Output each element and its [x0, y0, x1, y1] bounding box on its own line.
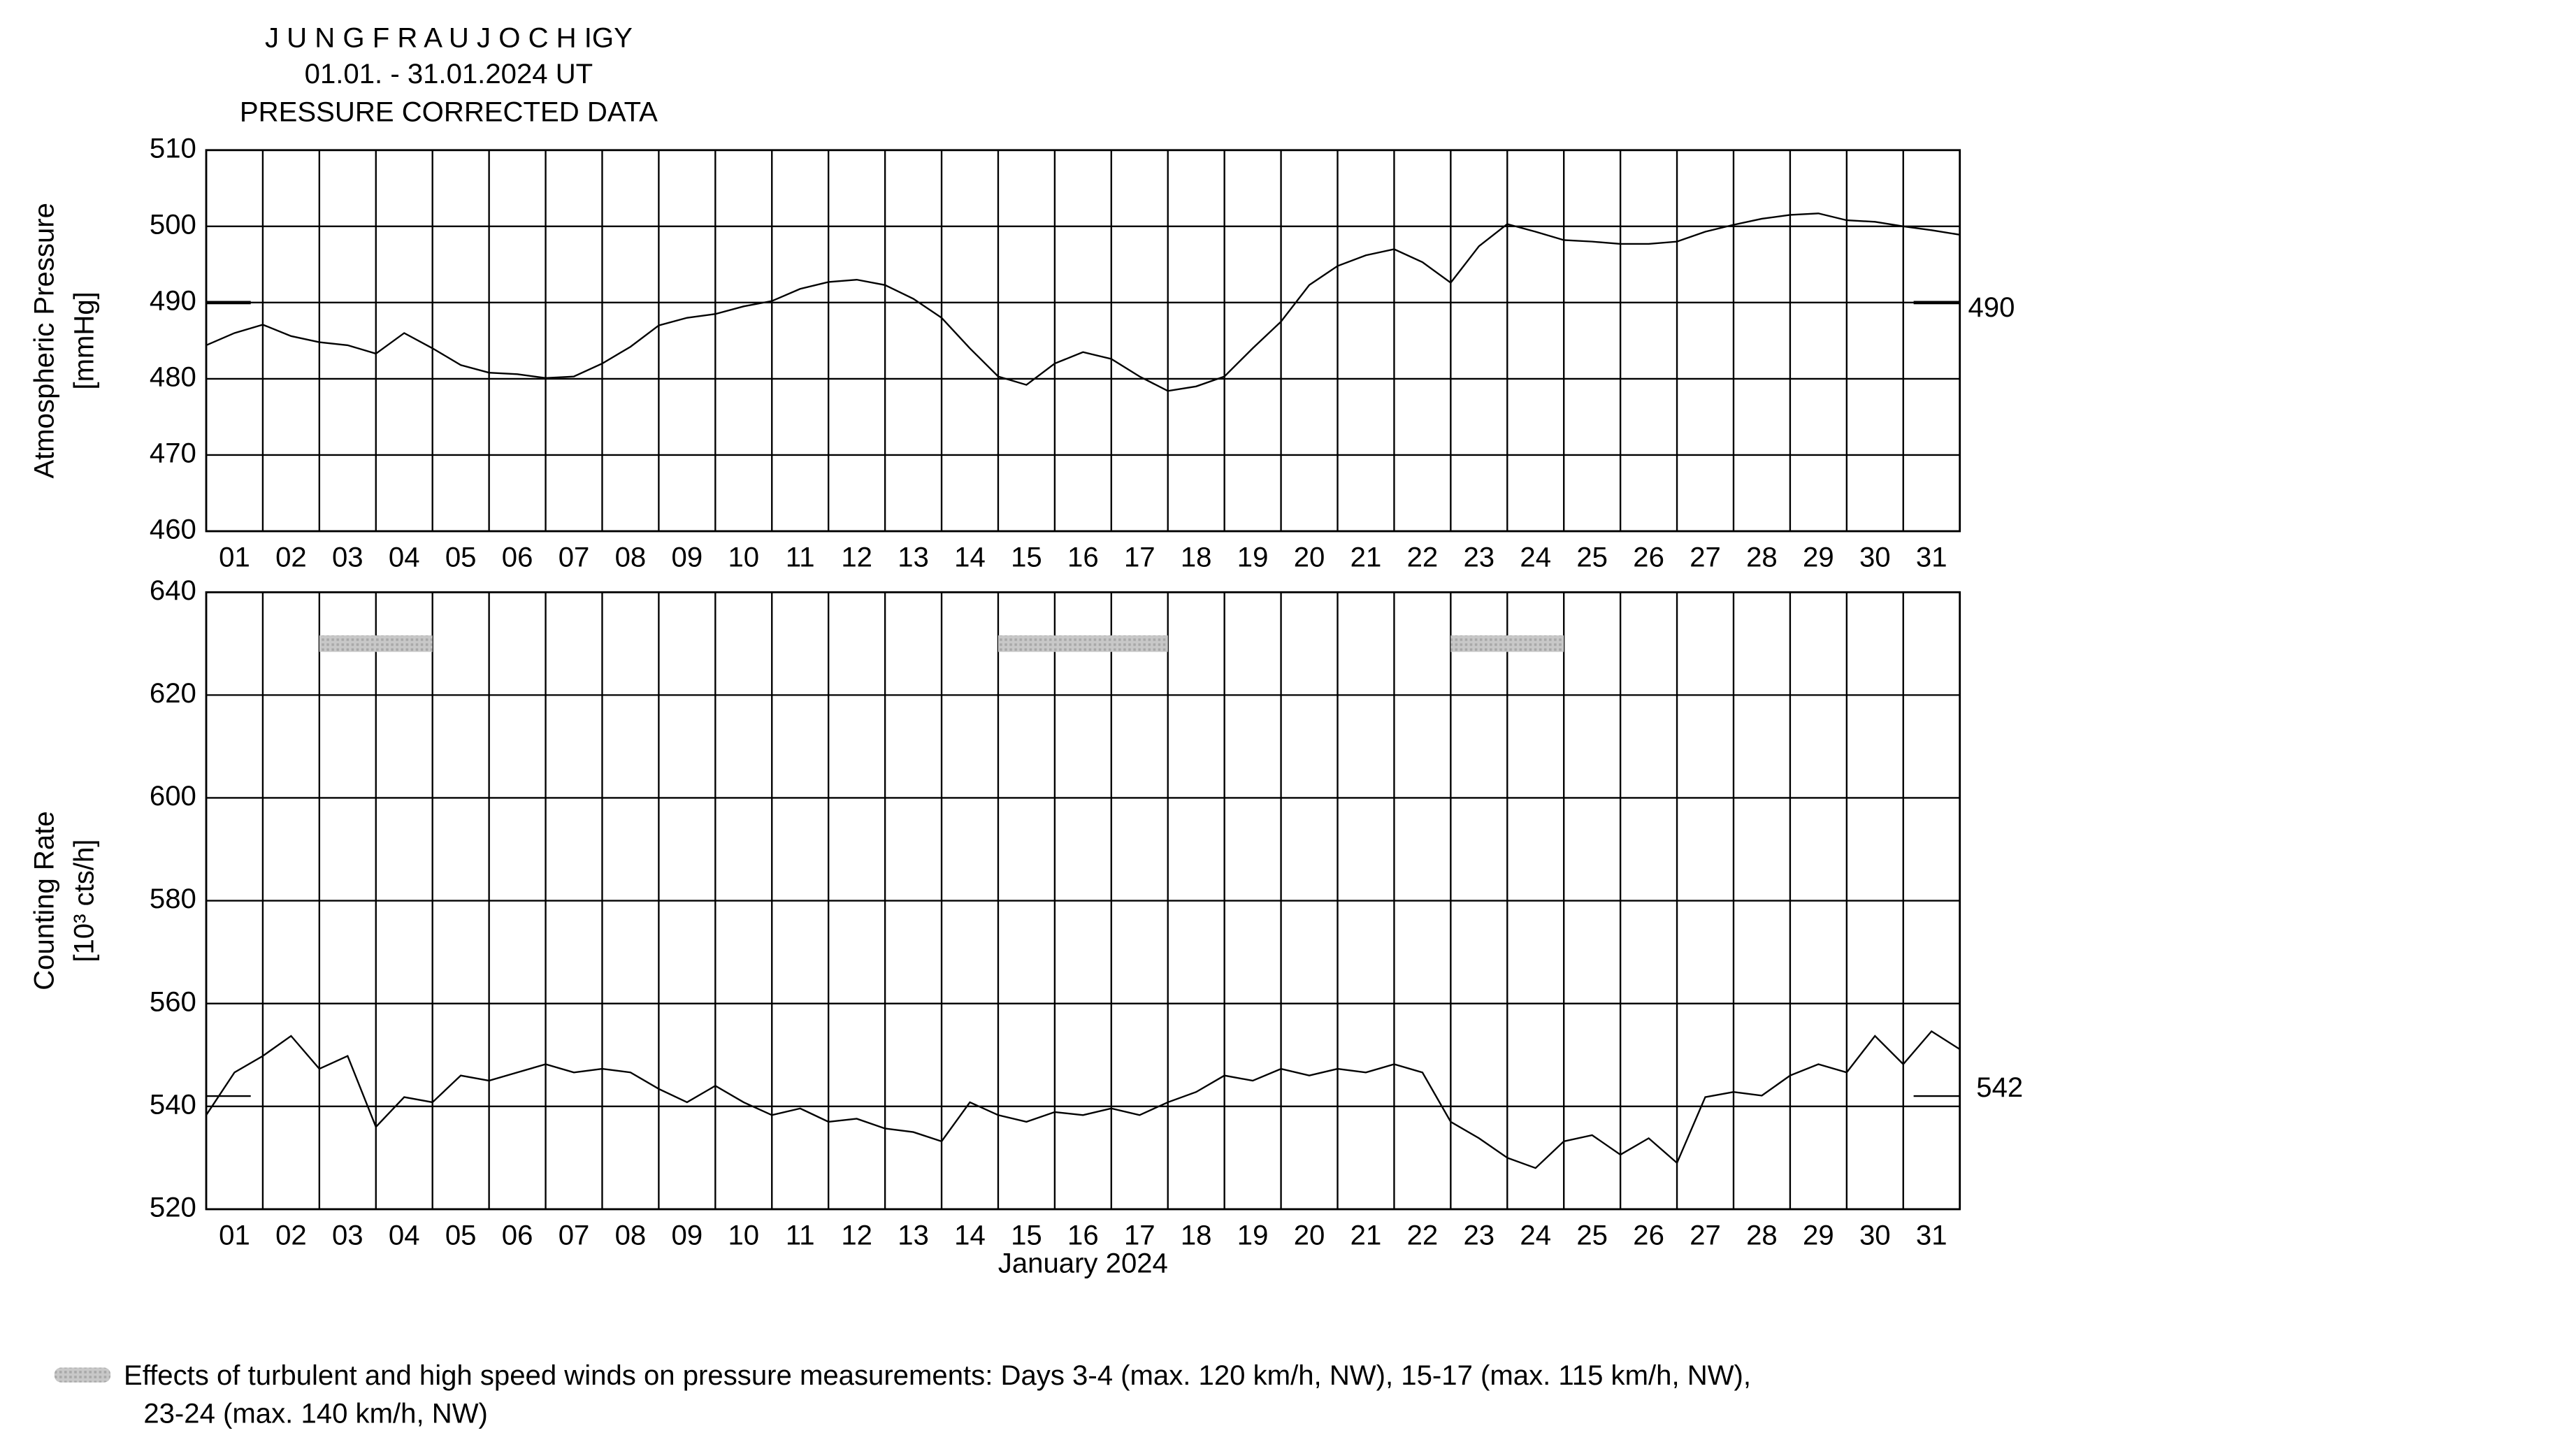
x-tick-label: 24 [1520, 1220, 1551, 1251]
wind-band [319, 635, 433, 652]
x-tick-label: 19 [1237, 542, 1269, 573]
y-tick-label: 480 [150, 361, 196, 392]
x-tick-label: 09 [672, 1220, 703, 1251]
wind-band [1450, 635, 1564, 652]
x-tick-label: 02 [275, 1220, 307, 1251]
y-axis-label: Counting Rate [29, 811, 60, 990]
y-tick-label: 620 [150, 677, 196, 709]
subtitle: PRESSURE CORRECTED DATA [240, 96, 658, 127]
x-tick-label: 15 [1011, 542, 1042, 573]
x-tick-label: 21 [1350, 542, 1382, 573]
x-tick-label: 22 [1407, 542, 1439, 573]
y-tick-label: 640 [150, 575, 196, 606]
x-tick-label: 20 [1294, 1220, 1325, 1251]
x-tick-label: 23 [1464, 1220, 1495, 1251]
x-tick-label: 26 [1633, 542, 1664, 573]
x-tick-label: 08 [615, 1220, 647, 1251]
x-tick-label: 30 [1859, 1220, 1891, 1251]
x-tick-label: 12 [841, 542, 872, 573]
y-tick-label: 540 [150, 1088, 196, 1120]
y-axis-label: [mmHg] [68, 291, 99, 389]
wind-band [997, 635, 1168, 652]
x-tick-label: 31 [1916, 542, 1947, 573]
x-tick-label: 22 [1407, 1220, 1439, 1251]
y-tick-label: 460 [150, 514, 196, 545]
x-tick-label: 25 [1576, 1220, 1608, 1251]
x-tick-label: 08 [615, 542, 647, 573]
title: J U N G F R A U J O C H IGY [265, 22, 633, 53]
x-tick-label: 16 [1067, 542, 1099, 573]
y-tick-label: 600 [150, 780, 196, 812]
x-tick-label: 01 [219, 542, 250, 573]
x-tick-label: 16 [1067, 1220, 1099, 1251]
y-axis-label: [10³ cts/h] [68, 839, 99, 963]
x-tick-label: 29 [1803, 542, 1834, 573]
x-tick-label: 23 [1464, 542, 1495, 573]
data-line [206, 212, 1960, 392]
x-tick-label: 25 [1576, 542, 1608, 573]
x-tick-label: 26 [1633, 1220, 1664, 1251]
x-tick-label: 13 [898, 1220, 929, 1251]
x-tick-label: 03 [332, 1220, 363, 1251]
y-tick-label: 510 [150, 132, 196, 164]
x-tick-label: 29 [1803, 1220, 1834, 1251]
note: Effects of turbulent and high speed wind… [124, 1360, 1751, 1391]
x-tick-label: 18 [1181, 1220, 1212, 1251]
x-tick-label: 06 [502, 1220, 533, 1251]
x-tick-label: 11 [786, 542, 815, 573]
x-tick-label: 20 [1294, 542, 1325, 573]
y-axis-label: Atmospheric Pressure [29, 203, 60, 479]
x-tick-label: 17 [1124, 1220, 1155, 1251]
note: 23-24 (max. 140 km/h, NW) [143, 1398, 488, 1429]
x-axis-label: January 2024 [998, 1248, 1168, 1279]
x-tick-label: 28 [1746, 1220, 1778, 1251]
y-tick-label: 490 [150, 284, 196, 316]
y-tick-label: 520 [150, 1192, 196, 1223]
x-tick-label: 01 [219, 1220, 250, 1251]
x-tick-label: 02 [275, 542, 307, 573]
reference-label: 490 [1968, 291, 2015, 323]
x-tick-label: 14 [954, 542, 986, 573]
x-tick-label: 10 [728, 1220, 759, 1251]
data-line [206, 1030, 1961, 1169]
y-tick-label: 470 [150, 438, 196, 469]
y-tick-label: 580 [150, 883, 196, 914]
x-tick-label: 18 [1181, 542, 1212, 573]
y-tick-label: 500 [150, 208, 196, 240]
x-tick-label: 10 [728, 542, 759, 573]
x-tick-label: 31 [1916, 1220, 1947, 1251]
x-tick-label: 17 [1124, 542, 1155, 573]
x-tick-label: 11 [786, 1220, 815, 1251]
x-tick-label: 15 [1011, 1220, 1042, 1251]
x-tick-label: 06 [502, 542, 533, 573]
x-tick-label: 14 [954, 1220, 986, 1251]
x-tick-label: 05 [445, 542, 477, 573]
x-tick-label: 09 [672, 542, 703, 573]
x-tick-label: 27 [1690, 1220, 1721, 1251]
x-tick-label: 28 [1746, 542, 1778, 573]
x-tick-label: 24 [1520, 542, 1551, 573]
x-tick-label: 03 [332, 542, 363, 573]
x-tick-label: 21 [1350, 1220, 1382, 1251]
y-tick-label: 560 [150, 986, 196, 1017]
x-tick-label: 04 [389, 1220, 420, 1251]
plot-frame [205, 591, 1961, 1211]
x-tick-label: 07 [559, 1220, 590, 1251]
x-tick-label: 07 [559, 542, 590, 573]
x-tick-label: 04 [389, 542, 420, 573]
x-tick-label: 13 [898, 542, 929, 573]
subtitle: 01.01. - 31.01.2024 UT [305, 58, 593, 89]
x-tick-label: 05 [445, 1220, 477, 1251]
x-tick-label: 27 [1690, 542, 1721, 573]
reference-label: 542 [1976, 1072, 2023, 1103]
x-tick-label: 30 [1859, 542, 1891, 573]
plot-frame [205, 149, 1961, 533]
note-swatch [54, 1367, 111, 1383]
x-tick-label: 12 [841, 1220, 872, 1251]
x-tick-label: 19 [1237, 1220, 1269, 1251]
